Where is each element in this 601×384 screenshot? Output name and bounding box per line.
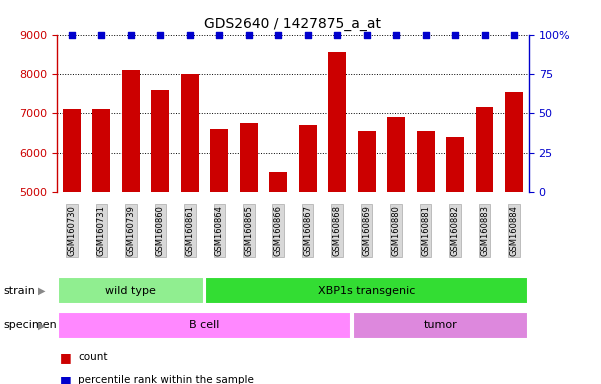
Bar	[181, 74, 198, 384]
Text: ■: ■	[60, 351, 72, 364]
Bar	[58, 312, 352, 339]
Bar	[417, 131, 435, 384]
Text: percentile rank within the sample: percentile rank within the sample	[78, 375, 254, 384]
Text: GSM160884: GSM160884	[510, 205, 519, 256]
Text: GSM160864: GSM160864	[215, 205, 224, 256]
Bar	[358, 131, 376, 384]
Point	[126, 31, 136, 38]
Bar	[328, 52, 346, 384]
Text: GSM160860: GSM160860	[156, 205, 165, 256]
Point	[67, 31, 77, 38]
Bar	[505, 92, 523, 384]
Text: GSM160866: GSM160866	[273, 205, 282, 256]
Text: count: count	[78, 352, 108, 362]
Title: GDS2640 / 1427875_a_at: GDS2640 / 1427875_a_at	[204, 17, 382, 31]
Bar	[387, 117, 405, 384]
Point	[391, 31, 401, 38]
Point	[215, 31, 224, 38]
Point	[450, 31, 460, 38]
Text: GSM160731: GSM160731	[97, 205, 106, 256]
Text: GSM160881: GSM160881	[421, 205, 430, 256]
Bar	[299, 125, 317, 384]
Bar	[269, 172, 287, 384]
Bar	[58, 277, 204, 305]
Text: tumor: tumor	[424, 320, 457, 331]
Text: GSM160865: GSM160865	[244, 205, 253, 256]
Text: GSM160882: GSM160882	[451, 205, 460, 256]
Bar	[353, 312, 528, 339]
Bar	[151, 90, 169, 384]
Text: XBP1s transgenic: XBP1s transgenic	[318, 286, 415, 296]
Text: B cell: B cell	[189, 320, 220, 331]
Point	[332, 31, 342, 38]
Point	[244, 31, 254, 38]
Text: GSM160861: GSM160861	[185, 205, 194, 256]
Bar	[476, 108, 493, 384]
Text: wild type: wild type	[105, 286, 156, 296]
Bar	[240, 123, 258, 384]
Bar	[122, 70, 139, 384]
Text: ▶: ▶	[38, 320, 45, 331]
Bar	[63, 109, 81, 384]
Point	[303, 31, 313, 38]
Text: specimen: specimen	[3, 320, 56, 331]
Text: GSM160869: GSM160869	[362, 205, 371, 256]
Text: GSM160880: GSM160880	[392, 205, 401, 256]
Text: strain: strain	[3, 286, 35, 296]
Text: ■: ■	[60, 374, 72, 384]
Point	[156, 31, 165, 38]
Text: GSM160883: GSM160883	[480, 205, 489, 256]
Bar	[205, 277, 528, 305]
Point	[273, 31, 283, 38]
Bar	[93, 109, 110, 384]
Point	[421, 31, 430, 38]
Text: GSM160739: GSM160739	[126, 205, 135, 256]
Point	[97, 31, 106, 38]
Bar	[210, 129, 228, 384]
Text: GSM160867: GSM160867	[304, 205, 313, 256]
Text: GSM160868: GSM160868	[333, 205, 342, 256]
Point	[509, 31, 519, 38]
Bar	[447, 137, 464, 384]
Text: ▶: ▶	[38, 286, 45, 296]
Point	[480, 31, 489, 38]
Point	[362, 31, 371, 38]
Text: GSM160730: GSM160730	[67, 205, 76, 256]
Point	[185, 31, 195, 38]
